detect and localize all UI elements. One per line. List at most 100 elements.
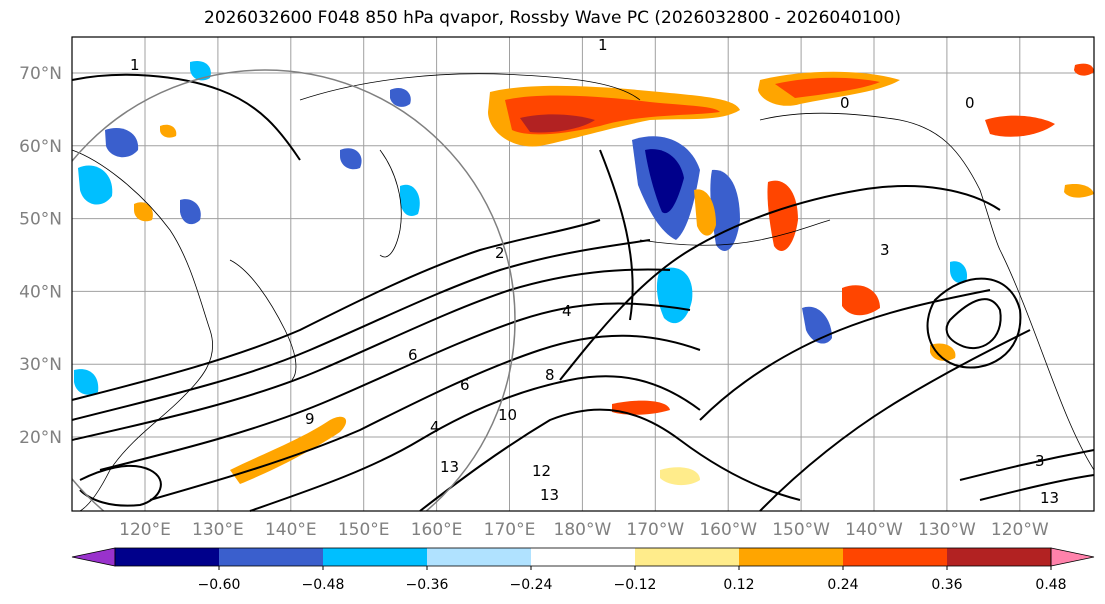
- longitude-label: 140°W: [845, 520, 903, 540]
- contour-line: [71, 268, 671, 441]
- colorbar-segment: [531, 548, 636, 566]
- positive-anomaly-central-pacific: [842, 285, 880, 316]
- latitude-labels: 70°N 60°N 50°N 40°N 30°N 20°N: [19, 64, 62, 448]
- positive-anomaly-canada: [985, 115, 1055, 137]
- contour-label: 4: [562, 302, 572, 320]
- colorbar-extend-min: [71, 547, 116, 567]
- contour-label: 12: [532, 462, 551, 480]
- contour-label: 1: [130, 56, 140, 74]
- contour-label: 13: [1040, 489, 1059, 507]
- contour-line: [959, 449, 1095, 481]
- coast-japan: [229, 259, 297, 381]
- contour-label: 8: [545, 366, 555, 384]
- positive-anomaly-west-2: [134, 202, 153, 222]
- positive-anomaly-arctic-core: [775, 77, 880, 98]
- coast-aleutians: [639, 219, 831, 246]
- negative-anomaly-west-2: [105, 128, 139, 158]
- colorbar-outline: [114, 547, 1052, 567]
- rossby-wave-region: [72, 69, 516, 511]
- contour-line: [71, 73, 301, 161]
- coast-east-asia: [71, 149, 214, 512]
- contour-label: 3: [880, 241, 890, 259]
- coast-kamchatka: [379, 149, 402, 258]
- qvapor-contours: [71, 73, 1095, 512]
- contour-label: 1: [598, 36, 608, 54]
- contour-line: [249, 375, 701, 512]
- positive-anomaly-streak-1: [767, 180, 798, 251]
- contour-label: 6: [408, 346, 418, 364]
- longitude-label: 150°W: [772, 520, 830, 540]
- positive-anomaly-canada-fringe: [1064, 184, 1094, 198]
- colorbar-segment: [323, 548, 428, 566]
- contour-label: 4: [430, 418, 440, 436]
- positive-anomaly-east-pacific: [930, 343, 956, 361]
- longitude-label: 170°W: [626, 520, 684, 540]
- longitude-label: 120°E: [119, 520, 171, 540]
- positive-anomaly-far-ne: [1074, 63, 1094, 76]
- coast-north-america: [999, 249, 1095, 471]
- colorbar-tick-label: −0.60: [198, 577, 241, 593]
- colorbar-segment: [947, 548, 1052, 566]
- colorbar-segment: [635, 548, 740, 566]
- longitude-label: 120°W: [991, 520, 1049, 540]
- colorbar-segment: [843, 548, 948, 566]
- contour-label: 13: [440, 458, 459, 476]
- contour-line: [926, 277, 1022, 369]
- contour-line: [599, 149, 634, 321]
- latitude-label: 40°N: [19, 282, 62, 302]
- contour-line: [79, 464, 162, 507]
- contour-label: 10: [498, 406, 517, 424]
- colorbar-extend-max: [1050, 547, 1095, 567]
- contour-line: [699, 289, 991, 421]
- negative-anomaly-east-coast: [950, 261, 968, 284]
- negative-anomaly-central: [802, 306, 832, 344]
- colorbar: −0.60 −0.48 −0.36 −0.24 −0.12 0.12 0.24 0.36 0.4…: [71, 547, 1095, 593]
- colorbar-segment: [115, 548, 220, 566]
- map-title: 2026032600 F048 850 hPa qvapor, Rossby W…: [204, 8, 901, 28]
- positive-anomaly-tropical: [660, 467, 700, 486]
- colorbar-tick-label: 0.48: [1035, 577, 1066, 593]
- colorbar-tick-label: 0.36: [931, 577, 962, 593]
- contour-line: [759, 329, 1031, 512]
- negative-anomaly-west-1: [78, 165, 113, 205]
- longitude-label: 150°E: [338, 520, 390, 540]
- latitude-label: 60°N: [19, 137, 62, 157]
- coastlines: [71, 73, 1095, 512]
- latitude-label: 20°N: [19, 428, 62, 448]
- contour-label: 9: [305, 410, 315, 428]
- contour-line: [559, 185, 1001, 381]
- contour-line: [419, 408, 801, 512]
- longitude-label: 130°E: [192, 520, 244, 540]
- latitude-label: 70°N: [19, 64, 62, 84]
- longitude-label: 180°W: [554, 520, 612, 540]
- contour-line: [945, 298, 1002, 350]
- contour-labels: 0 0 1 1 2 3 3 4 4 6 6 8 9 10 12 13 13 13: [130, 36, 1059, 507]
- colorbar-tick-label: −0.12: [614, 577, 657, 593]
- colorbar-segment: [739, 548, 844, 566]
- longitude-label: 140°E: [265, 520, 317, 540]
- colorbar-tick-label: 0.12: [723, 577, 754, 593]
- negative-anomaly-west-3: [180, 199, 201, 225]
- negative-anomaly-west-6: [340, 148, 362, 170]
- contour-line: [149, 334, 701, 501]
- negative-anomaly-west-7: [190, 60, 211, 81]
- colorbar-segment: [427, 548, 532, 566]
- positive-anomaly-siberia-inner: [520, 114, 595, 133]
- contour-line: [71, 219, 601, 401]
- contour-label: 2: [495, 244, 505, 262]
- longitude-label: 130°W: [918, 520, 976, 540]
- negative-anomaly-subtropics: [74, 369, 99, 395]
- longitude-label: 160°E: [411, 520, 463, 540]
- negative-anomaly-west-4: [390, 87, 411, 107]
- contour-line: [979, 474, 1095, 501]
- latitude-label: 50°N: [19, 210, 62, 230]
- colorbar-tick-label: −0.24: [510, 577, 553, 593]
- latitude-label: 30°N: [19, 355, 62, 375]
- contour-label: 13: [540, 486, 559, 504]
- negative-anomaly-west-5: [400, 184, 420, 217]
- coast-alaska: [759, 112, 1001, 251]
- contour-line: [99, 302, 691, 471]
- map-frame: [71, 36, 1095, 512]
- longitude-label: 160°W: [699, 520, 757, 540]
